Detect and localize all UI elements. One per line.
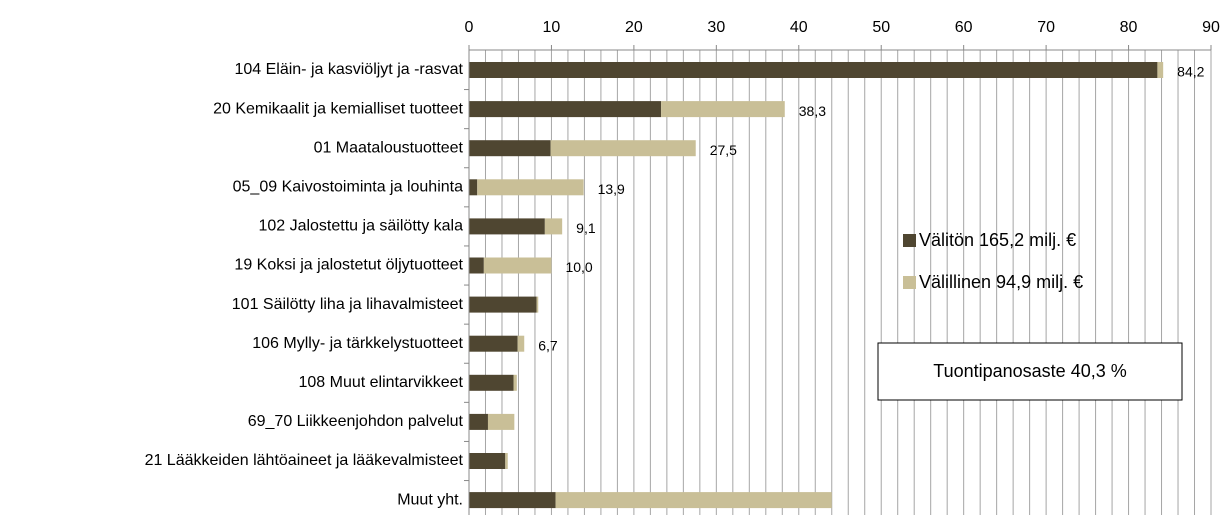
data-label: 13,9 [598,181,625,197]
bar-segment [513,374,517,391]
x-tick-label: 70 [1037,19,1055,36]
legend-label: Välitön 165,2 milj. € [919,230,1076,250]
x-tick-label: 0 [465,19,474,36]
bar-segment [505,453,508,469]
annotation-box [877,342,1183,401]
bar-segment [469,413,488,430]
x-tick-label: 40 [790,19,808,36]
bar-segment [536,296,539,313]
y-tick-label: Muut yht. [397,491,463,508]
bar-segment [477,179,584,196]
bar-segment [469,296,537,313]
legend-label: Välillinen 94,9 milj. € [919,272,1083,292]
bar-segment [555,492,832,509]
legend-swatch [903,276,916,289]
y-tick-label: 19 Koksi ja jalostetut öljytuotteet [234,257,463,274]
y-tick-label: 101 Säilötty liha ja lihavalmisteet [232,296,464,313]
data-label: 27,5 [710,142,737,158]
y-tick-label: 20 Kemikaalit ja kemialliset tuotteet [213,100,463,117]
data-label: 9,1 [576,220,596,236]
y-tick-label: 01 Maataloustuotteet [314,139,464,156]
data-label: 38,3 [799,103,826,119]
data-label: 84,2 [1177,64,1204,80]
bar-segment [661,101,785,118]
x-tick-label: 60 [955,19,973,36]
bar-segment [544,218,563,235]
bar-segment [469,374,514,391]
y-tick-label: 108 Muut elintarvikkeet [298,374,463,391]
y-tick-label: 106 Mylly- ja tärkkelystuotteet [252,335,463,352]
y-tick-label: 104 Eläin- ja kasviöljyt ja -rasvat [234,61,463,78]
bar-segment [469,218,545,235]
y-tick-label: 102 Jalostettu ja säilötty kala [258,218,463,235]
bar-segment [550,140,696,157]
bar-segment [469,62,1158,78]
bar-segment [469,257,484,274]
x-tick-label: 30 [707,19,725,36]
bar-segment [487,413,515,430]
bar-segment [469,101,662,118]
annotation: Tuontipanosaste 40,3 % [933,361,1126,381]
bar-segment [469,179,478,196]
data-label: 10,0 [565,259,592,275]
x-tick-label: 80 [1120,19,1138,36]
x-tick-label: 50 [872,19,890,36]
bar-segment [469,335,518,352]
x-tick-label: 90 [1202,19,1220,36]
bar-segment [469,140,551,157]
bar-segment [483,257,552,274]
legend-swatch [903,234,916,247]
data-label: 6,7 [538,337,558,353]
bar-segment [1157,62,1164,78]
y-tick-label: 21 Lääkkeiden lähtöaineet ja lääkevalmis… [145,452,464,469]
x-tick-label: 10 [543,19,561,36]
x-tick-label: 20 [625,19,643,36]
bar-segment [469,453,506,469]
bar-segment [469,492,556,509]
y-tick-label: 69_70 Liikkeenjohdon palvelut [248,413,464,430]
bar-segment [517,335,525,352]
y-tick-label: 05_09 Kaivostoiminta ja louhinta [233,179,463,196]
